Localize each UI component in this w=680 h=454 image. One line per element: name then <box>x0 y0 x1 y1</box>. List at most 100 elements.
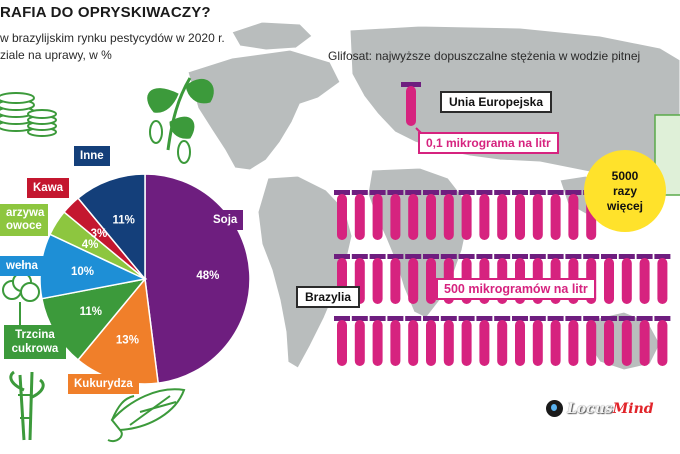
test-tube-icon <box>443 320 454 366</box>
sugarcane-icon <box>9 370 45 441</box>
test-tube-icon <box>354 320 365 366</box>
test-tube-icon <box>550 320 561 366</box>
test-tube-icon <box>568 320 579 366</box>
test-tube-cap <box>334 254 350 259</box>
test-tube-cap <box>618 254 635 259</box>
test-tube-cap <box>351 254 368 259</box>
test-tube-cap <box>476 254 493 259</box>
test-tube-cap <box>369 190 386 195</box>
tag-inne: Inne <box>74 146 110 166</box>
test-tube-cap <box>512 190 528 195</box>
eu-value: 0,1 mikrograma na litr <box>418 132 559 154</box>
test-tube-icon <box>408 320 419 366</box>
test-tube-cap <box>547 254 564 259</box>
test-tube-icon <box>604 258 614 304</box>
pie-labels: 48% 13% 11% 10% 4%3% 11% <box>71 215 219 347</box>
pie-value-bawelna: 10% <box>71 266 94 278</box>
test-tube-cap <box>405 190 422 195</box>
test-tube-cap <box>636 254 653 259</box>
test-tube-cap <box>654 316 671 321</box>
test-tube-cap <box>387 316 404 321</box>
test-tube-icon <box>515 320 525 366</box>
test-tube-cap <box>494 254 511 259</box>
test-tube-icon <box>461 320 472 366</box>
tag-trzcina: Trzcina cukrowa <box>4 325 66 359</box>
test-tube-cap <box>476 190 493 195</box>
eu-label: Unia Europejska <box>440 91 553 113</box>
cotton-icon <box>2 272 40 330</box>
test-tube-icon <box>550 194 561 240</box>
logo-part-1: Locus <box>567 400 613 417</box>
locusmind-logo-icon <box>546 400 563 417</box>
pie-value-trzcina: 11% <box>80 306 102 318</box>
subtitle-line-1: w brazylijskim rynku pestycydów w 2020 r… <box>0 31 225 45</box>
test-tube-cap <box>601 254 617 259</box>
test-tube-icon <box>621 258 632 304</box>
pie-value-warzywa: 4% <box>82 239 99 251</box>
test-tube-icon <box>461 194 472 240</box>
test-tube-icon <box>337 194 347 240</box>
test-tube-cap <box>351 190 368 195</box>
coins-icon <box>0 92 57 137</box>
test-tube-cap <box>440 316 457 321</box>
test-tube-icon <box>390 194 401 240</box>
test-tube-cap <box>476 316 493 321</box>
ratio-line-1: 5000 <box>611 168 639 183</box>
corn-icon <box>107 388 186 442</box>
test-tube-cap <box>547 190 564 195</box>
ratio-line-3: więcej <box>606 198 644 213</box>
test-tube-cap <box>512 316 528 321</box>
test-tube-cap <box>423 190 439 195</box>
test-tube-icon <box>621 320 632 366</box>
test-tube-icon <box>657 258 668 304</box>
pie-slice-inne <box>77 173 146 282</box>
test-tube-icon <box>372 320 383 366</box>
test-tube-icon <box>479 194 490 240</box>
test-tube-cap <box>458 254 475 259</box>
test-tube-icon <box>639 258 650 304</box>
test-tube-cap <box>618 316 635 321</box>
pie-value-inne: 11% <box>112 215 134 227</box>
brazil-value: 500 mikrogramów na litr <box>436 278 596 300</box>
test-tube-cap <box>601 316 617 321</box>
test-tube-icon <box>479 320 490 366</box>
subtitle-line-2: ziale na uprawy, w % <box>0 48 112 62</box>
test-tube-icon <box>443 194 454 240</box>
logo-part-2: Mind <box>612 400 654 417</box>
test-tube-cap <box>636 316 653 321</box>
test-tube-cap <box>440 190 457 195</box>
test-tube-icon <box>639 320 650 366</box>
test-tube-cap <box>387 190 404 195</box>
test-tube-cap <box>565 254 582 259</box>
tag-kukurydza: Kukurydza <box>68 374 139 394</box>
test-tube-cap <box>654 254 671 259</box>
ratio-badge: 5000 razy więcej <box>584 150 666 232</box>
test-tube-icon <box>532 194 543 240</box>
brazil-label: Brazylia <box>296 286 361 308</box>
brazil-test-tubes <box>334 190 671 366</box>
test-tube-cap <box>405 254 422 259</box>
test-tube-cap <box>405 316 422 321</box>
locusmind-logo: Locus Mind <box>546 400 654 417</box>
test-tube-cap <box>351 316 368 321</box>
test-tube-cap <box>334 190 350 195</box>
test-tube-icon <box>390 320 401 366</box>
tag-bawelna: wełna <box>0 256 44 276</box>
page-title: RAFIA DO OPRYSKIWACZY? <box>0 4 211 21</box>
test-tube-icon <box>354 194 365 240</box>
test-tube-cap <box>529 316 546 321</box>
test-tube-cap <box>458 316 475 321</box>
test-tube-cap <box>423 316 439 321</box>
tag-soja: Soja <box>207 210 244 230</box>
ratio-line-2: razy <box>612 183 638 198</box>
test-tube-cap <box>423 254 439 259</box>
test-tube-cap <box>387 254 404 259</box>
test-tube-cap <box>494 316 511 321</box>
test-tube-icon <box>568 194 579 240</box>
test-tube-cap <box>512 254 528 259</box>
soy-plant-icon <box>147 77 214 164</box>
pie-value-kawa: 3% <box>91 228 108 240</box>
test-tube-icon <box>372 194 383 240</box>
tag-warzywa: arzywa owoce <box>0 204 48 236</box>
